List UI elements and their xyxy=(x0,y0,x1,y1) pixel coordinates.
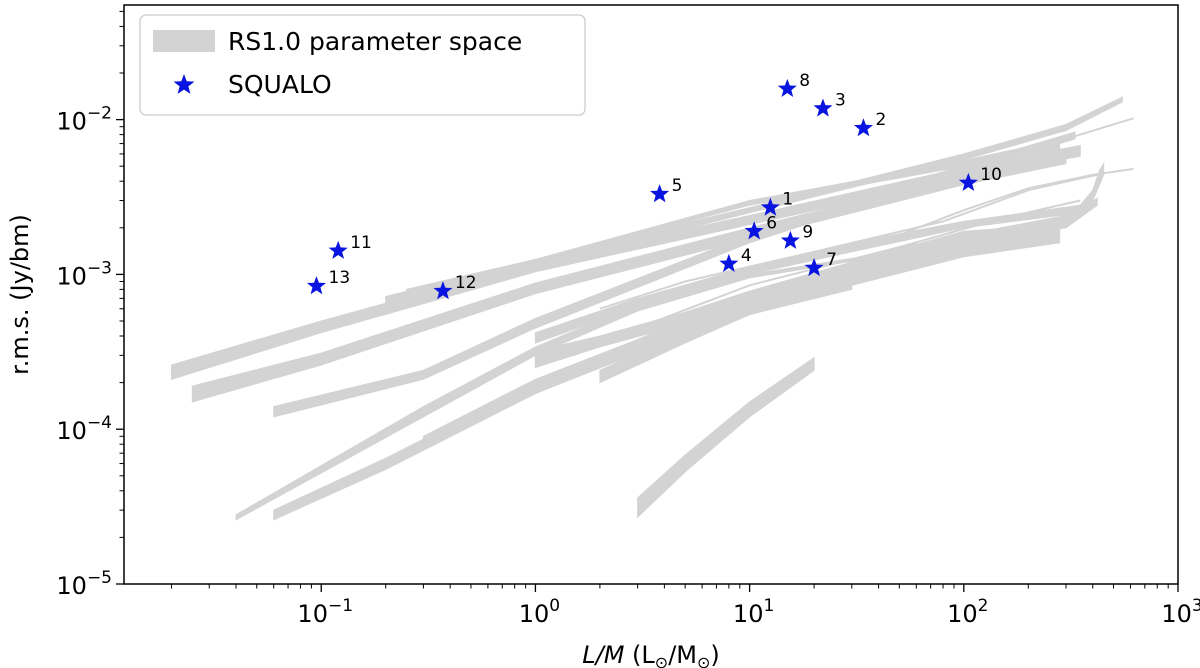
squalo-star-label-12: 12 xyxy=(455,273,477,293)
parameter-space-band-14 xyxy=(1079,161,1105,217)
squalo-star-label-8: 8 xyxy=(799,71,810,91)
legend-star-icon xyxy=(173,74,195,94)
squalo-star-label-1: 1 xyxy=(782,190,793,210)
x-tick-label-1: 101 xyxy=(733,596,774,628)
squalo-star-label-4: 4 xyxy=(741,246,752,266)
parameter-space-band-12 xyxy=(637,356,815,519)
parameter-space-band-13 xyxy=(749,197,1098,305)
parameter-space-line-2 xyxy=(898,167,1134,236)
squalo-star-label-7: 7 xyxy=(826,250,837,270)
squalo-star-1 xyxy=(760,197,780,216)
squalo-star-2 xyxy=(853,118,873,137)
parameter-space-band-5 xyxy=(406,143,1061,295)
x-tick-label-−1: 10−1 xyxy=(297,596,353,628)
squalo-star-label-10: 10 xyxy=(980,165,1002,185)
legend-band-swatch xyxy=(153,30,215,52)
squalo-star-13 xyxy=(306,276,326,295)
squalo-star-label-13: 13 xyxy=(329,268,351,288)
squalo-star-label-9: 9 xyxy=(802,223,813,243)
plot-frame xyxy=(123,4,1179,585)
parameter-space-line-1 xyxy=(406,117,1134,297)
parameter-space-band-2 xyxy=(191,153,1067,403)
squalo-star-5 xyxy=(650,184,670,203)
squalo-star-label-3: 3 xyxy=(835,91,846,111)
x-axis-label: L/M (L⊙/M⊙) xyxy=(582,641,720,668)
x-tick-label-3: 103 xyxy=(1161,596,1200,628)
y-tick-label-−3: 10−3 xyxy=(56,258,112,290)
y-axis-label: r.m.s. (Jy/bm) xyxy=(6,214,34,375)
squalo-star-3 xyxy=(813,98,833,117)
squalo-star-7 xyxy=(804,258,824,277)
squalo-star-11 xyxy=(328,240,348,259)
squalo-star-label-2: 2 xyxy=(876,110,887,130)
x-tick-label-0: 100 xyxy=(519,596,560,628)
parameter-space-line-4 xyxy=(599,172,1104,310)
parameter-space-line-3 xyxy=(572,199,1081,357)
y-tick-label-−5: 10−5 xyxy=(56,568,112,600)
y-tick-label-−4: 10−4 xyxy=(56,413,112,445)
parameter-space-layer xyxy=(171,96,1134,521)
squalo-star-10 xyxy=(958,172,978,191)
legend-label-squalo: SQUALO xyxy=(228,70,332,99)
squalo-star-12 xyxy=(433,281,453,300)
legend: RS1.0 parameter space SQUALO xyxy=(139,14,586,116)
legend-frame xyxy=(139,14,586,116)
y-tick-label-−2: 10−2 xyxy=(56,104,112,136)
squalo-star-label-6: 6 xyxy=(766,213,777,233)
squalo-star-label-5: 5 xyxy=(672,176,683,196)
squalo-star-label-11: 11 xyxy=(350,233,372,253)
squalo-star-9 xyxy=(780,230,800,249)
squalo-star-4 xyxy=(719,253,739,272)
squalo-star-6 xyxy=(744,221,764,240)
legend-label-parameter-space: RS1.0 parameter space xyxy=(228,27,522,56)
squalo-star-8 xyxy=(777,78,797,97)
x-tick-label-2: 102 xyxy=(947,596,988,628)
